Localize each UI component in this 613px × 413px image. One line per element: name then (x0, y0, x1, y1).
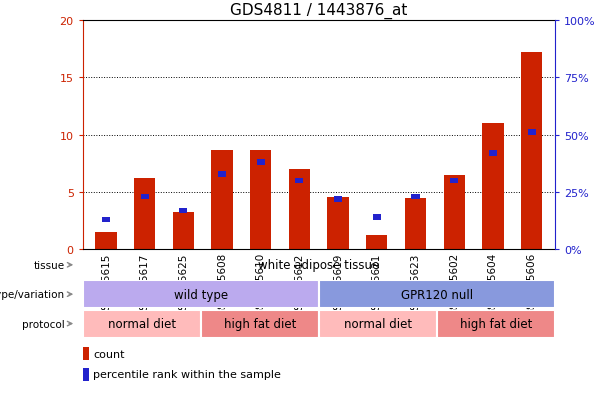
Bar (319, 310, 436, 338)
Bar (83, 280, 319, 309)
Text: tissue: tissue (34, 260, 64, 270)
Bar (411, 194, 419, 200)
Text: wild type: wild type (173, 288, 228, 301)
Bar (450, 178, 458, 184)
Bar (444, 176, 465, 250)
Bar (366, 235, 387, 250)
Bar (83, 368, 89, 381)
Bar (173, 212, 194, 250)
Text: protocol: protocol (22, 319, 64, 329)
Bar (257, 160, 265, 166)
Text: normal diet: normal diet (108, 317, 176, 330)
Text: high fat diet: high fat diet (224, 317, 296, 330)
Bar (295, 178, 303, 184)
Bar (211, 150, 233, 250)
Bar (373, 215, 381, 221)
Text: normal diet: normal diet (344, 317, 412, 330)
Bar (327, 197, 349, 250)
Text: GPR120 null: GPR120 null (401, 288, 473, 301)
Bar (334, 197, 342, 202)
Bar (140, 194, 149, 200)
Bar (436, 310, 555, 338)
Bar (482, 124, 503, 250)
Text: count: count (93, 349, 124, 359)
Bar (405, 198, 426, 250)
Bar (289, 170, 310, 250)
Bar (319, 280, 555, 309)
Bar (83, 310, 201, 338)
Bar (489, 151, 497, 157)
Text: percentile rank within the sample: percentile rank within the sample (93, 370, 281, 380)
Text: high fat diet: high fat diet (460, 317, 532, 330)
Bar (250, 150, 272, 250)
Bar (180, 208, 188, 214)
Bar (528, 130, 536, 136)
Bar (134, 179, 155, 250)
Text: genotype/variation: genotype/variation (0, 290, 64, 299)
Bar (83, 347, 89, 361)
Title: GDS4811 / 1443876_at: GDS4811 / 1443876_at (230, 3, 408, 19)
Bar (201, 310, 319, 338)
Text: white adipose tissue: white adipose tissue (258, 259, 379, 272)
Bar (218, 171, 226, 177)
Bar (521, 53, 542, 250)
Bar (96, 233, 116, 250)
Bar (102, 217, 110, 223)
